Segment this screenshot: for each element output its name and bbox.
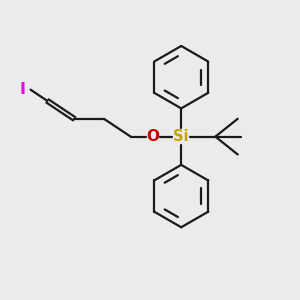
Text: I: I — [19, 82, 25, 97]
Text: Si: Si — [173, 129, 189, 144]
Text: O: O — [146, 129, 160, 144]
